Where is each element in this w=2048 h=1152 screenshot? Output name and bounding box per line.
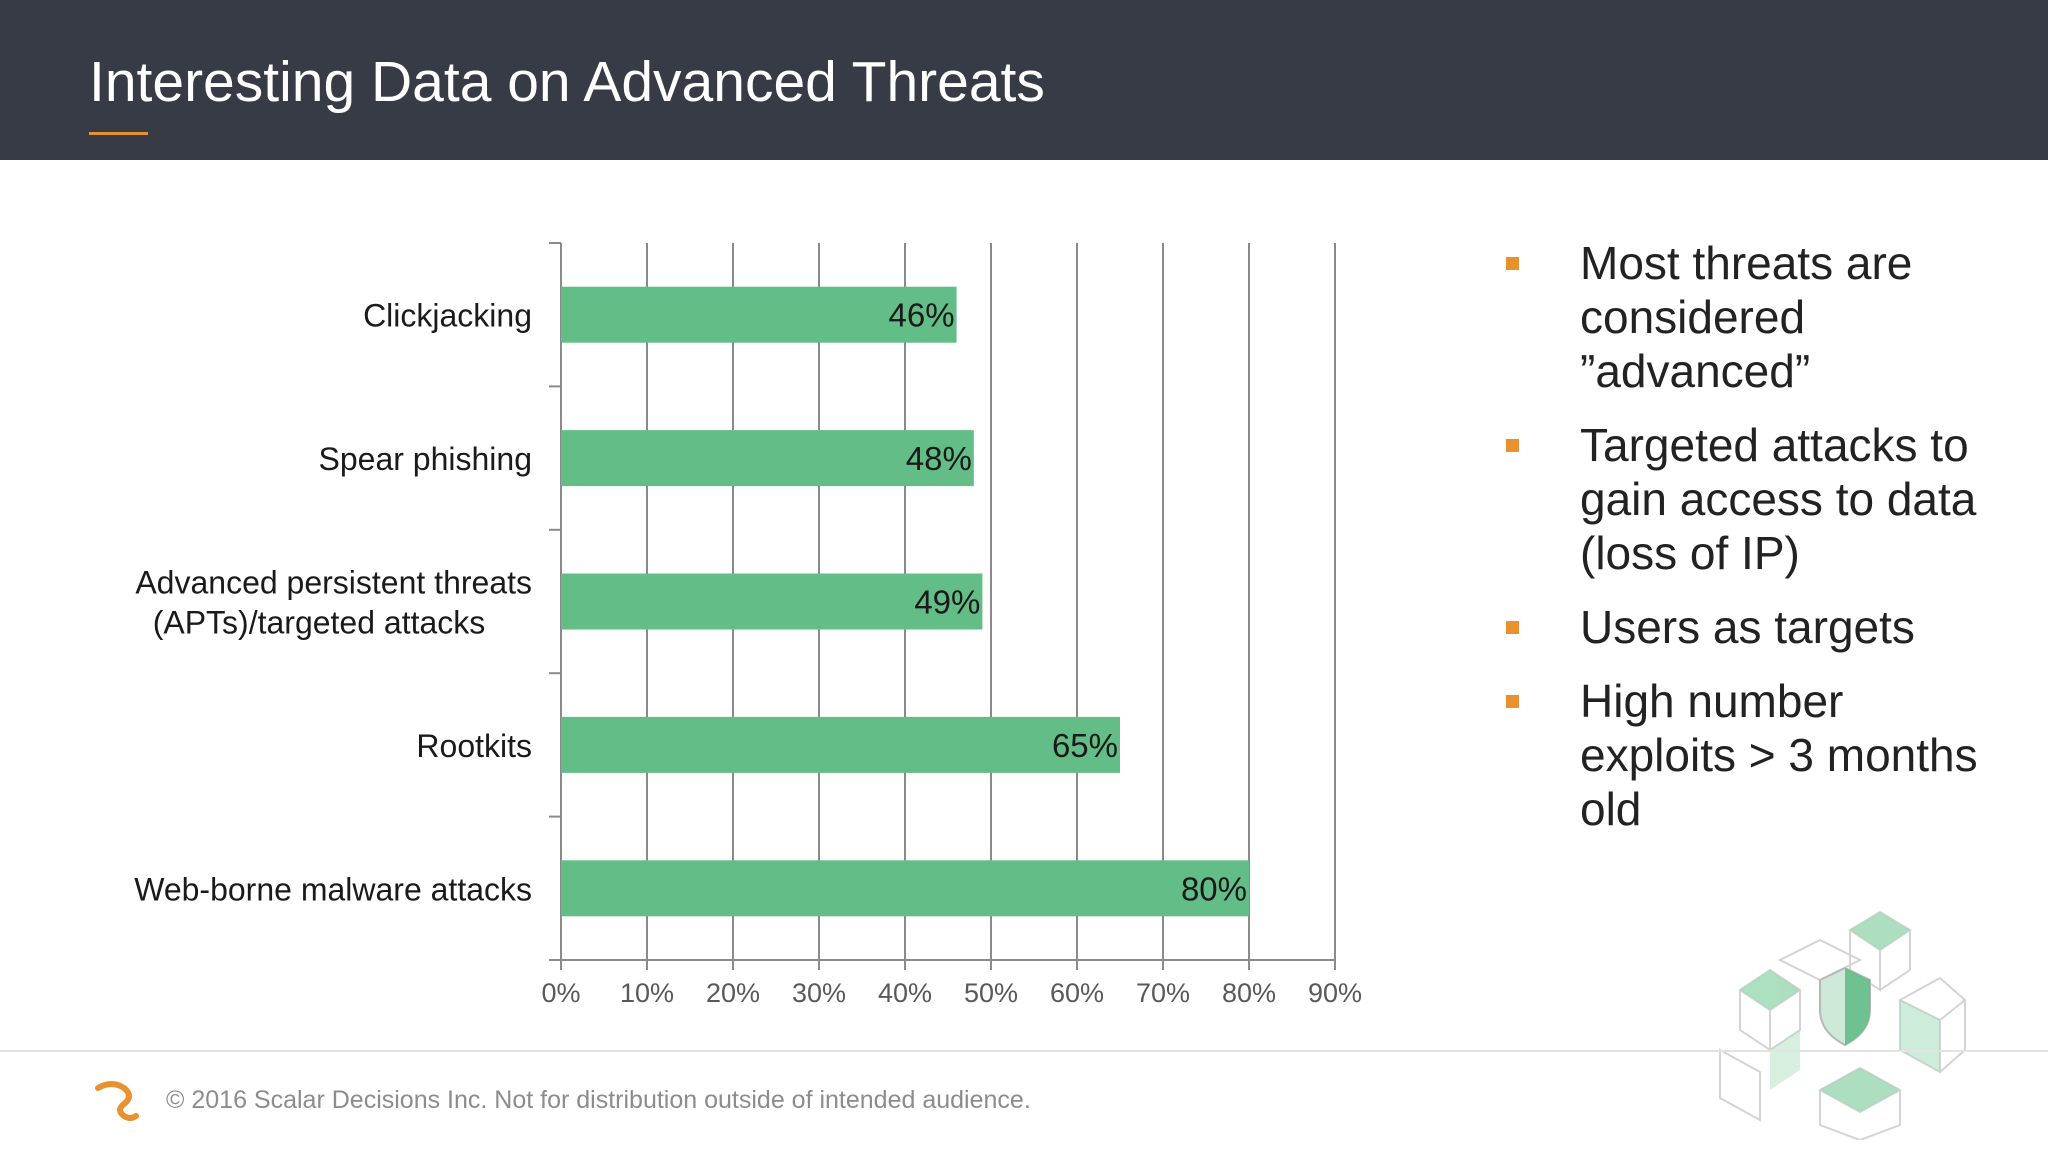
x-tick-label: 10% bbox=[620, 978, 674, 1008]
x-tick-label: 80% bbox=[1222, 978, 1276, 1008]
category-label: Rootkits bbox=[416, 728, 532, 764]
x-tick-label: 40% bbox=[878, 978, 932, 1008]
bullet-item: Targeted attacks to gain access to data … bbox=[1500, 418, 2000, 580]
x-tick-label: 70% bbox=[1136, 978, 1190, 1008]
bullet-text: Users as targets bbox=[1580, 601, 1915, 653]
footer-copyright: © 2016 Scalar Decisions Inc. Not for dis… bbox=[166, 1086, 1031, 1114]
square-bullet-icon bbox=[1506, 439, 1519, 452]
category-label: Advanced persistent threats bbox=[135, 565, 532, 601]
data-label: 46% bbox=[889, 297, 955, 334]
scalar-logo-icon bbox=[95, 1081, 139, 1121]
bullet-text: Most threats are considered ”advanced” bbox=[1580, 237, 1913, 397]
data-label: 80% bbox=[1181, 870, 1247, 907]
bullet-item: Most threats are considered ”advanced” bbox=[1500, 236, 2000, 398]
bar bbox=[561, 286, 957, 343]
footer-divider bbox=[0, 1050, 2048, 1052]
x-tick-label: 20% bbox=[706, 978, 760, 1008]
bar bbox=[561, 573, 983, 630]
square-bullet-icon bbox=[1506, 621, 1519, 634]
category-label: Clickjacking bbox=[363, 298, 532, 334]
slide-title: Interesting Data on Advanced Threats bbox=[89, 50, 1045, 114]
x-tick-label: 50% bbox=[964, 978, 1018, 1008]
bar-chart: 0% 10% 20% 30% 40% 50% 60% 70% 80% 90% 46% Clickjac… bbox=[134, 242, 1362, 1008]
x-tick-label: 90% bbox=[1308, 978, 1362, 1008]
category-label: Web-borne malware attacks bbox=[134, 871, 532, 907]
bar bbox=[561, 430, 974, 487]
square-bullet-icon bbox=[1506, 695, 1519, 708]
data-label: 49% bbox=[914, 584, 980, 621]
square-bullet-icon bbox=[1506, 257, 1519, 270]
bullet-item: Users as targets bbox=[1500, 600, 2000, 654]
bullet-text: Targeted attacks to gain access to data … bbox=[1580, 419, 1977, 579]
security-cube-graphic bbox=[1719, 910, 1967, 1140]
header-bar: Interesting Data on Advanced Threats bbox=[0, 0, 2048, 160]
category-label: (APTs)/targeted attacks bbox=[153, 605, 486, 641]
x-tick-label: 0% bbox=[541, 978, 580, 1008]
x-tick-label: 30% bbox=[792, 978, 846, 1008]
bullet-list: Most threats are considered ”advanced” T… bbox=[1500, 236, 2000, 856]
bar bbox=[561, 716, 1120, 773]
x-tick-label: 60% bbox=[1050, 978, 1104, 1008]
data-label: 48% bbox=[906, 440, 972, 477]
category-label: Spear phishing bbox=[319, 441, 532, 477]
bullet-text: High number exploits > 3 months old bbox=[1580, 675, 1978, 835]
bar bbox=[561, 860, 1249, 917]
bullet-item: High number exploits > 3 months old bbox=[1500, 674, 2000, 836]
title-underline bbox=[89, 132, 148, 135]
data-label: 65% bbox=[1052, 727, 1118, 764]
